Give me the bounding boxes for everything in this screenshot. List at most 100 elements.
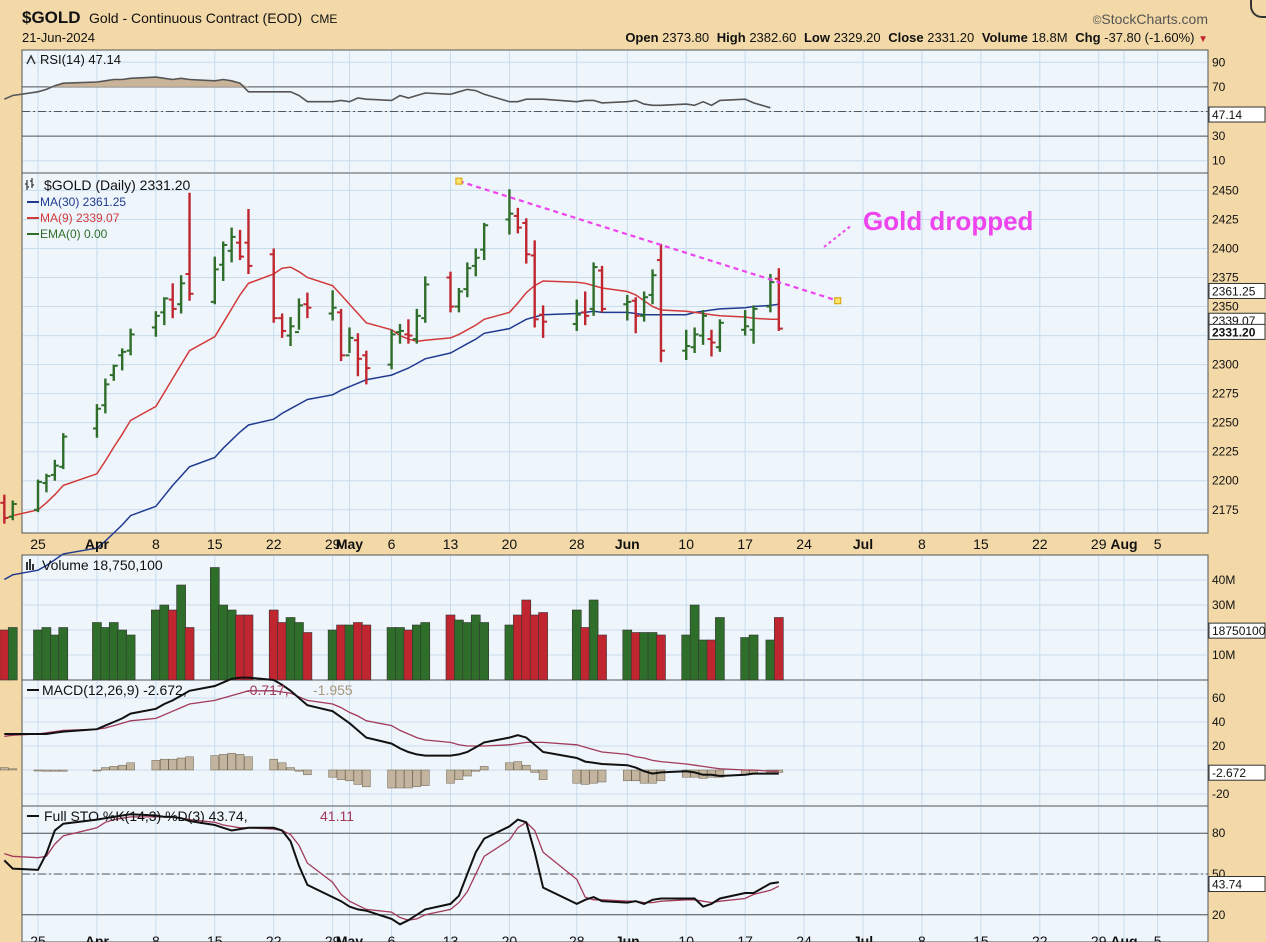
macd-histogram-bar	[420, 769, 430, 786]
macd-histogram-bar	[286, 767, 295, 771]
y-tick-label: 2400	[1212, 241, 1239, 255]
volume-bar	[656, 634, 666, 681]
x-tick-label: 15	[207, 536, 223, 552]
volume-bar	[361, 624, 372, 681]
macd-histogram-bar	[8, 768, 17, 771]
x-tick-label: Jun	[615, 536, 640, 552]
x-tick-label: 8	[918, 536, 926, 552]
y-tick-label: 90	[1212, 55, 1226, 69]
volume-bar	[445, 614, 456, 681]
price-legend-icon	[25, 178, 34, 190]
ohlc-bar	[690, 327, 699, 353]
x-tick-label: 8	[152, 536, 160, 552]
ohlc-bar	[303, 292, 312, 319]
ohlc-bar	[446, 271, 455, 313]
volume-bar	[622, 629, 633, 681]
x-tick-label: May	[336, 536, 363, 552]
down-arrow-icon: ▼	[1198, 34, 1208, 45]
ohlc-bar	[581, 291, 590, 326]
volume-bar	[302, 632, 313, 681]
chg-label: Chg	[1075, 30, 1101, 45]
ohlc-bar	[598, 265, 607, 313]
y-tick-label: 20	[1212, 739, 1226, 753]
ohlc-bar	[682, 329, 691, 360]
ohlc-bar	[337, 308, 346, 362]
volume-bar	[412, 624, 422, 681]
macd-histogram-bar	[218, 754, 228, 771]
y-tick-label: 2450	[1212, 183, 1239, 197]
macd-histogram-bar	[277, 762, 287, 771]
y-tick-label: -20	[1212, 787, 1230, 801]
ohlc-bar	[345, 327, 354, 357]
x-tick-label: 5	[1154, 536, 1162, 552]
volume-bar	[159, 604, 170, 681]
low-label: Low	[803, 30, 830, 45]
volume-bar	[336, 624, 346, 681]
macd-histogram-bar	[0, 767, 9, 771]
ohlc-bar	[505, 189, 514, 235]
volume-bar	[386, 627, 397, 681]
volume-bar	[403, 629, 414, 681]
header-title-row: $GOLD Gold - Continuous Contract (EOD) C…	[22, 8, 337, 30]
macd-histogram-bar	[589, 769, 598, 784]
ohlc-bar	[210, 256, 219, 305]
ohlc-bar	[59, 433, 68, 470]
y-tick-label: 40	[1212, 715, 1226, 729]
y-tick-label: 20	[1212, 908, 1226, 922]
macd-histogram-bar	[345, 769, 354, 782]
x-tick-label-bottom: 22	[266, 933, 282, 942]
ohlc-bar	[278, 313, 287, 338]
chg-value: -37.80 (-1.60%)	[1104, 30, 1195, 45]
volume-bar	[470, 614, 481, 681]
volume-bar	[689, 604, 700, 681]
macd-last-value: -2.672	[1212, 766, 1246, 780]
volume-bar	[277, 622, 287, 681]
ohlc-bar	[623, 294, 632, 321]
macd-histogram-bar	[269, 758, 278, 771]
ohlc-bar	[177, 275, 186, 314]
rsi-legend: RSI(14) 47.14	[40, 52, 121, 67]
y-tick-label: 2225	[1212, 445, 1239, 459]
macd-histogram-bar	[362, 769, 371, 788]
open-label: Open	[625, 30, 659, 45]
ohlc-bar	[50, 459, 59, 481]
ema-legend: EMA(0) 0.00	[40, 227, 108, 241]
macd-histogram-legend: -1.955	[313, 682, 353, 698]
panel-macd	[21, 679, 1209, 807]
brand: ©StockCharts.com	[1093, 11, 1208, 27]
x-tick-label: 6	[388, 536, 396, 552]
y-tick-label: 2375	[1212, 271, 1239, 285]
chart-date: 21-Jun-2024	[22, 30, 95, 45]
close-value: 2331.20	[927, 30, 975, 45]
volume-bar	[504, 624, 515, 681]
volume-bar	[7, 627, 18, 681]
volume-bar	[765, 639, 776, 681]
volume-bar	[353, 622, 363, 681]
ohlc-bar	[699, 310, 708, 345]
x-tick-label-bottom: 24	[796, 933, 812, 942]
macd-histogram-bar	[303, 769, 312, 776]
volume-bar	[454, 619, 464, 681]
ohlc-bar	[160, 297, 169, 326]
x-tick-label-bottom: 17	[737, 933, 753, 942]
ohlc-bar	[656, 243, 665, 363]
macd-histogram-bar	[176, 757, 186, 771]
x-tick-label-bottom: Jun	[615, 933, 640, 942]
macd-histogram-bar	[479, 766, 489, 771]
volume-legend: Volume 18,750,100	[42, 557, 163, 573]
volume-bar	[209, 567, 220, 681]
x-tick-label: Jul	[853, 536, 873, 552]
x-tick-label-bottom: 15	[973, 933, 989, 942]
macd-histogram-bar	[353, 769, 363, 785]
rsi-overbought-fill	[4, 77, 771, 87]
x-tick-label: 22	[1032, 536, 1048, 552]
ohlc-bar	[269, 248, 278, 323]
ohlc-bar	[539, 305, 548, 338]
sto-last-value-box	[1208, 876, 1266, 893]
macd-histogram-bar	[471, 769, 481, 772]
ohlc-bar	[294, 298, 303, 334]
macd-histogram-bar	[294, 769, 304, 772]
macd-histogram-bar	[185, 756, 194, 771]
open-value: 2373.80	[662, 30, 710, 45]
